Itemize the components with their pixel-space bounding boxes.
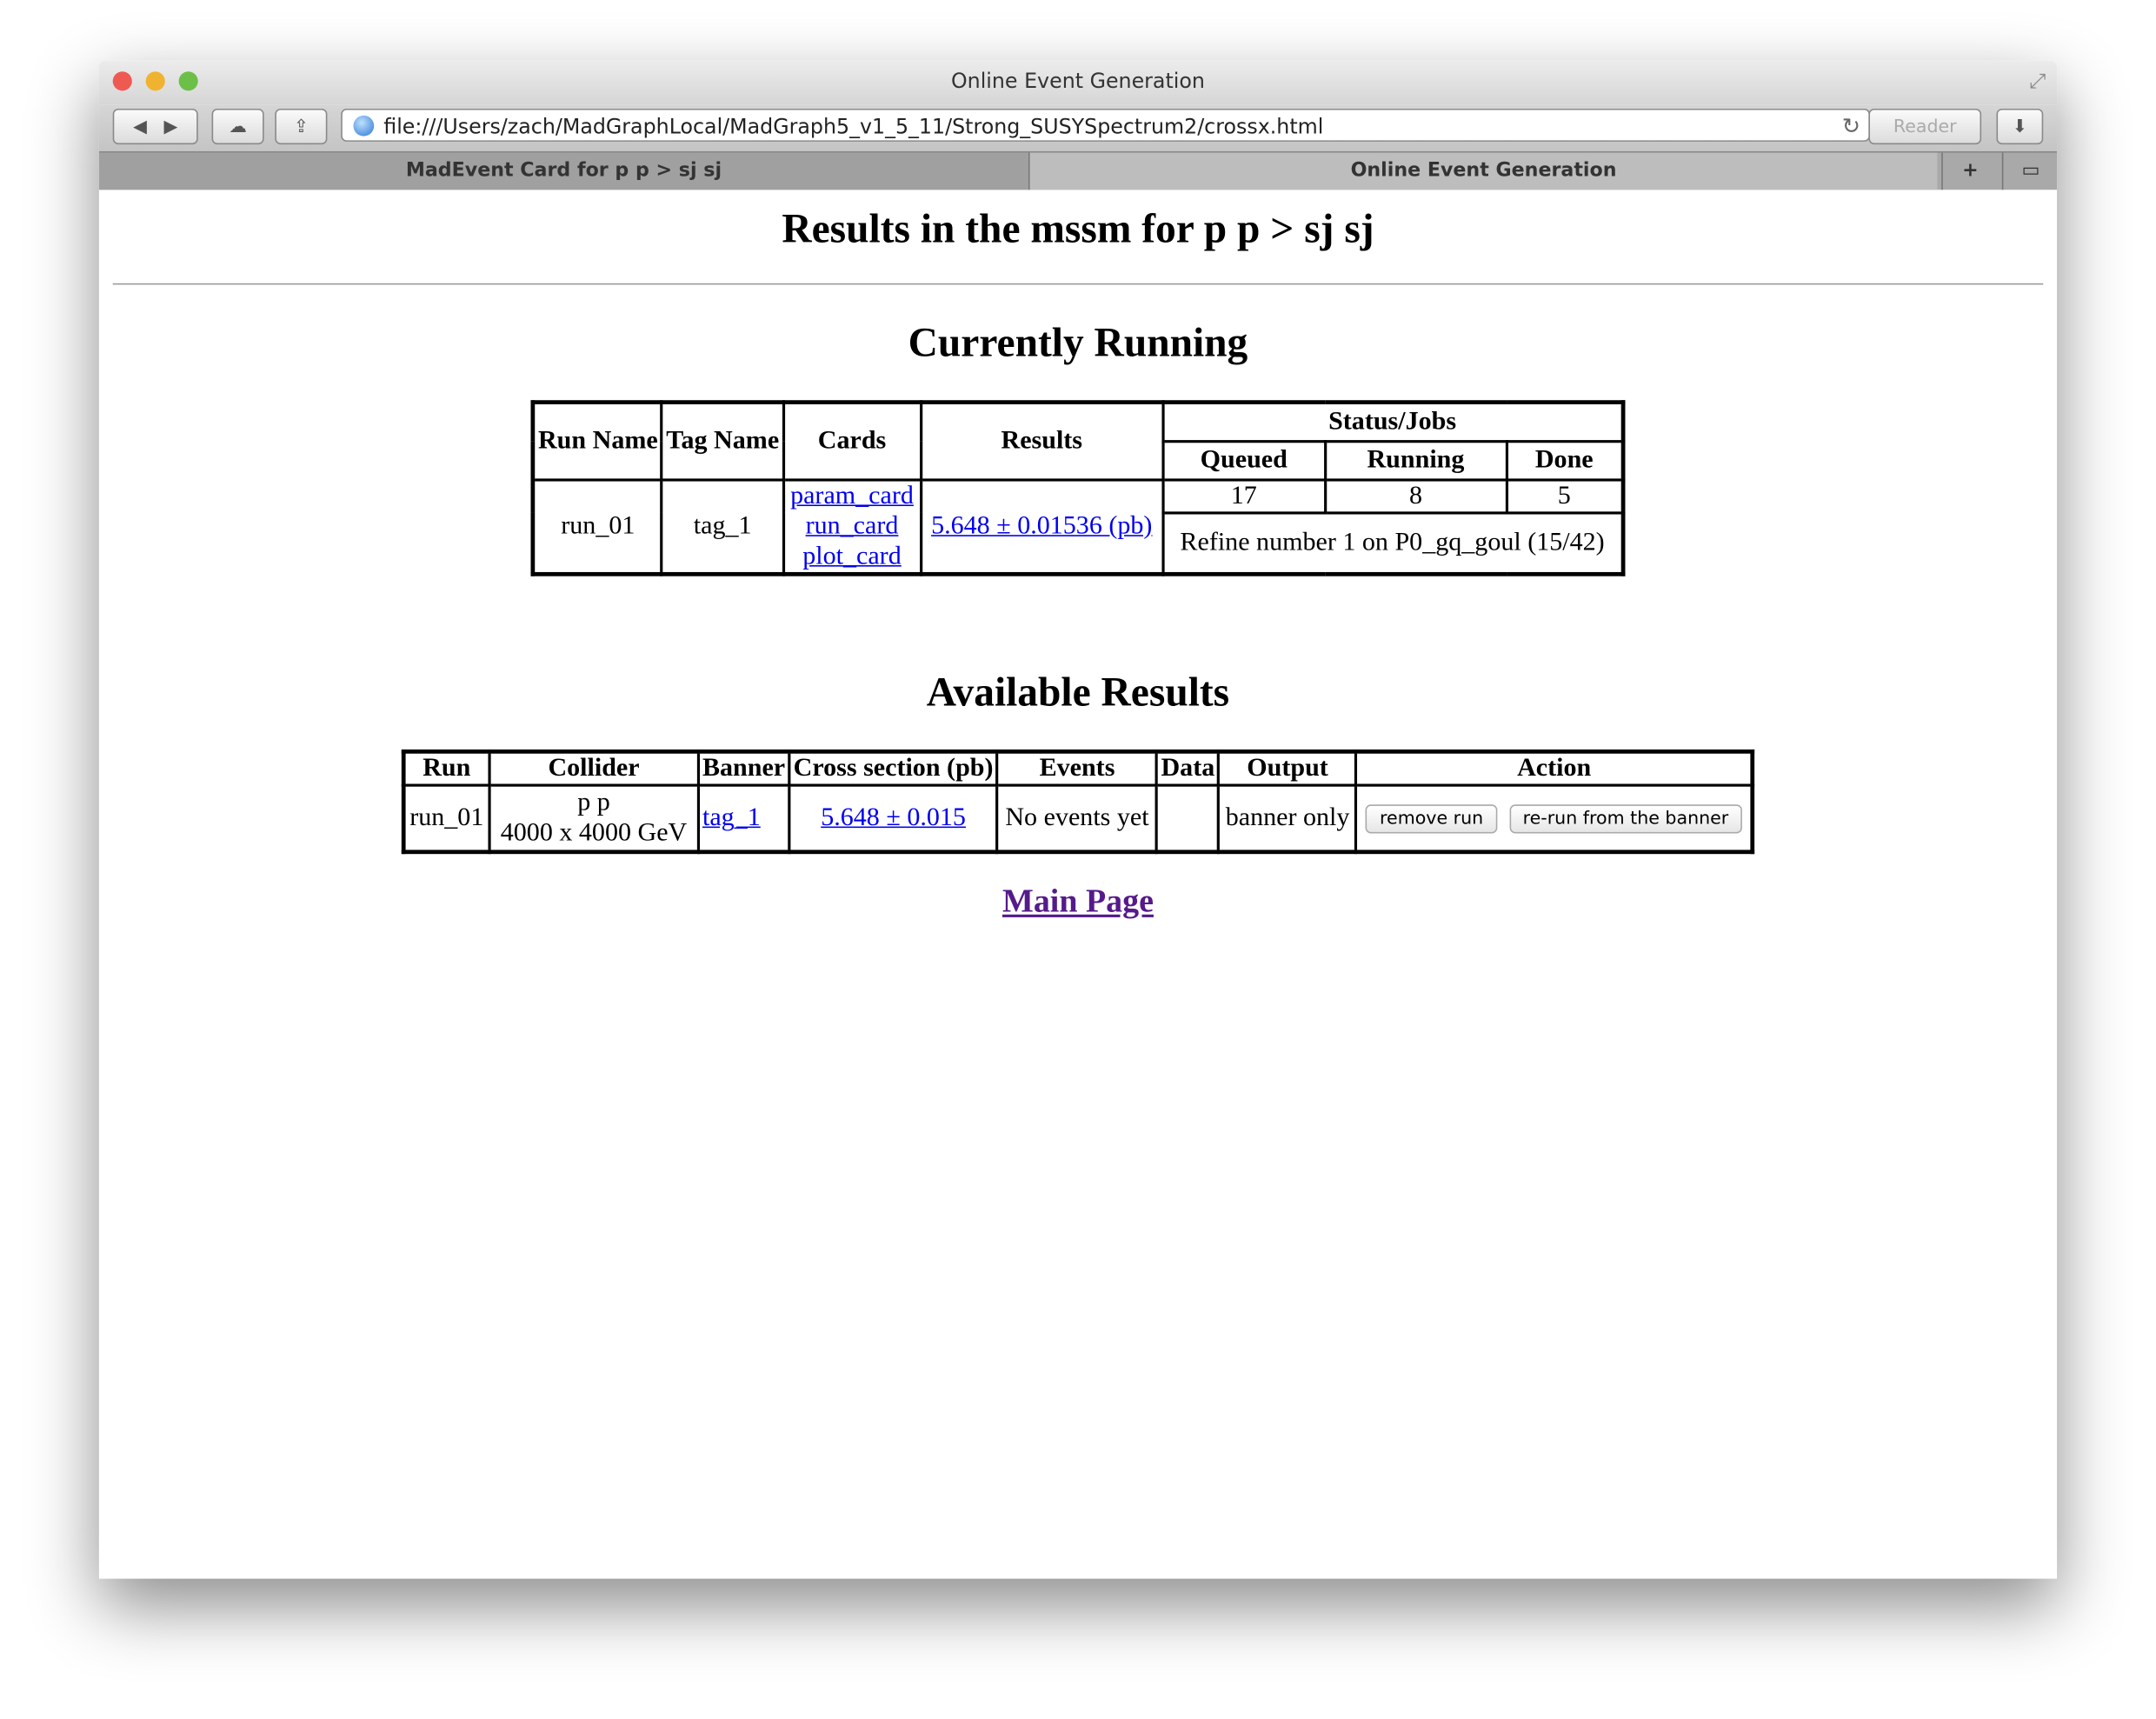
header-queued: Queued [1161, 440, 1327, 482]
share-icon: ⇪ [293, 116, 309, 137]
queued-cell: 17 [1161, 478, 1327, 515]
available-results-heading: Available Results [926, 670, 1230, 716]
minimize-window-button[interactable] [145, 71, 165, 91]
globe-icon [353, 115, 375, 137]
main-page-link[interactable]: Main Page [1001, 883, 1154, 920]
collider-cell: p p 4000 x 4000 GeV [488, 783, 700, 853]
tab-bar: MadEvent Card for p p > sj sj Online Eve… [98, 150, 2058, 190]
header-done: Done [1505, 440, 1625, 482]
cross-section-cell: 5.648 ± 0.015 [788, 783, 999, 853]
reload-icon[interactable]: ↻ [1841, 112, 1860, 139]
header-banner: Banner [696, 750, 791, 787]
header-cross-section: Cross section (pb) [788, 750, 999, 787]
close-window-button[interactable] [112, 71, 132, 91]
new-tab-button[interactable]: + [1941, 152, 1998, 190]
reader-button[interactable]: Reader [1868, 108, 1982, 145]
header-tag-name: Tag Name [660, 401, 785, 482]
tab-online-event-generation[interactable]: Online Event Generation [1029, 152, 1938, 190]
back-forward-buttons[interactable]: ◀ ▶ [112, 108, 198, 145]
url-text: file:///Users/zach/MadGraphLocal/MadGrap… [383, 114, 1324, 139]
header-run-name: Run Name [531, 401, 664, 482]
icloud-button[interactable]: ☁ [211, 108, 264, 145]
title-bar: Online Event Generation ⤢ [98, 60, 2058, 105]
header-run: Run [402, 750, 491, 787]
forward-icon[interactable]: ▶ [163, 116, 178, 137]
results-cell: 5.648 ± 0.01536 (pb) [919, 478, 1165, 576]
param-card-link[interactable]: param_card [790, 481, 914, 510]
toolbar: ◀ ▶ ☁ ⇪ file:///Users/zach/MadGraphLocal… [98, 104, 2058, 151]
cards-cell: param_card run_card plot_card [782, 478, 922, 576]
header-action: Action [1354, 750, 1754, 787]
header-output: Output [1217, 750, 1358, 787]
collider-energy: 4000 x 4000 GeV [500, 817, 688, 847]
download-icon: ⬇ [2012, 116, 2027, 137]
tag-name-cell: tag_1 [660, 478, 785, 576]
remove-run-button[interactable]: remove run [1366, 804, 1497, 834]
cloud-icon: ☁ [229, 116, 247, 137]
done-cell: 5 [1505, 478, 1625, 515]
banner-link[interactable]: tag_1 [702, 803, 761, 832]
collider-beams: p p [577, 787, 610, 817]
header-results: Results [919, 401, 1165, 482]
zoom-window-button[interactable] [178, 71, 198, 91]
page-content: Results in the mssm for p p > sj sj Curr… [99, 190, 2057, 1578]
header-status-jobs: Status/Jobs [1161, 401, 1625, 443]
run-name-cell: run_01 [531, 478, 664, 576]
address-bar[interactable]: file:///Users/zach/MadGraphLocal/MadGrap… [341, 108, 1870, 142]
run-card-link[interactable]: run_card [805, 511, 899, 541]
action-cell: remove run re-run from the banner [1354, 783, 1754, 853]
events-cell: No events yet [995, 783, 1159, 853]
output-cell: banner only [1217, 783, 1358, 853]
header-collider: Collider [488, 750, 700, 787]
divider [112, 283, 2044, 285]
header-running: Running [1323, 440, 1508, 482]
running-table: Run Name Tag Name Cards Results Status/J… [531, 400, 1625, 576]
table-row: run_01 p p 4000 x 4000 GeV tag_1 5.648 ± … [402, 783, 1754, 853]
downloads-button[interactable]: ⬇ [1996, 108, 2044, 145]
window-title: Online Event Generation [950, 69, 1205, 94]
table-row: run_01 tag_1 param_card run_card plot_ca… [531, 478, 1625, 576]
header-cards: Cards [782, 401, 922, 482]
tab-overview-button[interactable]: ▭ [2001, 152, 2057, 190]
back-icon[interactable]: ◀ [133, 116, 147, 137]
header-data: Data [1155, 750, 1221, 787]
browser-window: Online Event Generation ⤢ ◀ ▶ ☁ ⇪ file:/… [98, 60, 2058, 1579]
results-link[interactable]: 5.648 ± 0.01536 (pb) [931, 511, 1153, 541]
rerun-from-banner-button[interactable]: re-run from the banner [1508, 804, 1743, 834]
banner-cell: tag_1 [696, 783, 791, 853]
currently-running-heading: Currently Running [908, 320, 1248, 366]
tab-madevent-card[interactable]: MadEvent Card for p p > sj sj [98, 152, 1030, 190]
page-title: Results in the mssm for p p > sj sj [782, 206, 1374, 252]
header-events: Events [995, 750, 1159, 787]
data-cell [1155, 783, 1221, 853]
share-button[interactable]: ⇪ [275, 108, 328, 145]
run-cell: run_01 [402, 783, 491, 853]
plot-card-link[interactable]: plot_card [802, 542, 902, 571]
running-cell: 8 [1323, 478, 1508, 515]
fullscreen-icon[interactable]: ⤢ [2029, 69, 2046, 94]
available-results-table: Run Collider Banner Cross section (pb) E… [401, 749, 1755, 854]
status-text-cell: Refine number 1 on P0_gq_goul (15/42) [1161, 511, 1625, 576]
cross-section-link[interactable]: 5.648 ± 0.015 [821, 803, 966, 832]
